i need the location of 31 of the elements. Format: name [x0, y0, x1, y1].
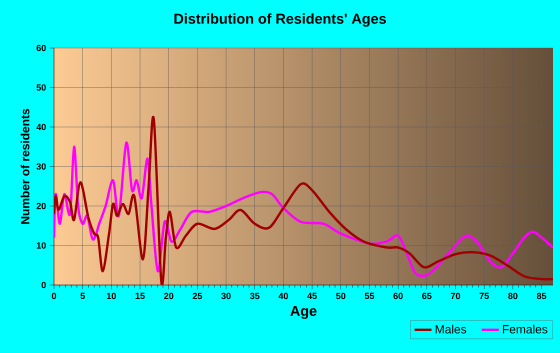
- x-tick-label: 45: [307, 292, 317, 300]
- chart-title: Distribution of Residents' Ages: [174, 13, 386, 27]
- x-tick-label: 10: [106, 292, 116, 300]
- x-tick-label: 35: [250, 292, 260, 300]
- x-axis-title: Age: [290, 306, 317, 319]
- x-tick-label: 30: [221, 292, 231, 300]
- x-tick-label: 55: [364, 292, 374, 300]
- x-tick-label: 15: [136, 292, 145, 300]
- x-tick-label: 75: [480, 292, 489, 300]
- x-tick-label: 85: [536, 292, 546, 300]
- y-tick-label: 10: [36, 242, 46, 249]
- legend-label: Females: [502, 324, 548, 334]
- y-axis-title: Number of residents: [20, 108, 30, 224]
- x-tick-label: 20: [164, 292, 174, 300]
- legend-label: Males: [436, 324, 466, 334]
- y-tick-label: 40: [36, 124, 46, 130]
- x-tick-label: 70: [450, 292, 460, 300]
- y-tick-label: 0: [42, 282, 46, 288]
- x-tick-label: 0: [52, 292, 56, 300]
- x-tick-label: 5: [80, 292, 85, 300]
- line-series: [54, 142, 554, 276]
- x-tick-label: 40: [278, 292, 288, 300]
- y-tick-label: 60: [36, 44, 46, 52]
- x-tick-label: 50: [336, 292, 346, 300]
- x-tick-label: 60: [393, 292, 403, 300]
- x-tick-label: 80: [508, 292, 518, 300]
- y-tick-label: 30: [36, 163, 46, 170]
- x-tick-label: 25: [192, 292, 202, 300]
- x-tick-label: 65: [422, 292, 432, 300]
- y-tick-label: 50: [36, 84, 46, 91]
- y-tick-label: 20: [36, 202, 46, 210]
